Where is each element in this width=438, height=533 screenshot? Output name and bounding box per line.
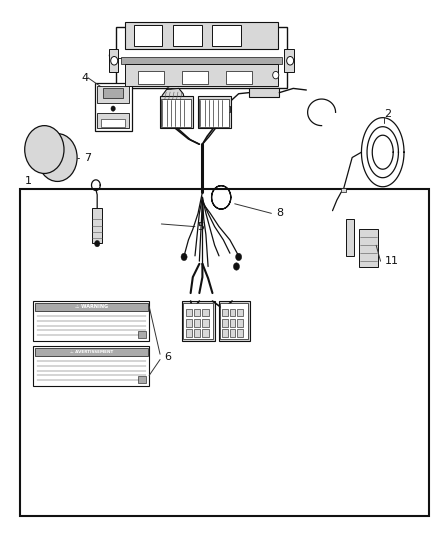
Text: 1: 1: [25, 176, 32, 187]
Text: 8: 8: [276, 208, 283, 219]
Bar: [212, 25, 241, 46]
Bar: [230, 309, 235, 317]
Bar: [199, 99, 229, 127]
Bar: [223, 329, 228, 337]
Bar: [186, 329, 192, 337]
Bar: [194, 319, 200, 327]
Bar: [20, 189, 428, 516]
Circle shape: [273, 71, 279, 79]
Text: 4: 4: [81, 73, 88, 83]
Bar: [226, 71, 252, 84]
Polygon shape: [161, 88, 186, 107]
Circle shape: [38, 134, 77, 181]
Text: ⚠ WARNING: ⚠ WARNING: [75, 304, 108, 309]
Bar: [138, 376, 146, 383]
Bar: [194, 329, 200, 337]
Bar: [220, 303, 248, 340]
Text: 10: 10: [151, 78, 165, 88]
Text: CR2032: CR2032: [34, 145, 48, 149]
Text: ⚠ AVERTISSEMENT: ⚠ AVERTISSEMENT: [70, 350, 113, 353]
Bar: [223, 309, 228, 317]
Bar: [134, 25, 162, 46]
Bar: [202, 309, 208, 317]
Polygon shape: [359, 229, 378, 266]
Bar: [186, 309, 192, 317]
Bar: [237, 309, 243, 317]
Text: 2: 2: [384, 109, 391, 119]
Bar: [230, 319, 235, 327]
Bar: [138, 71, 164, 84]
Bar: [138, 331, 146, 338]
Bar: [341, 188, 346, 192]
Bar: [97, 114, 130, 128]
Bar: [249, 88, 279, 98]
Bar: [183, 303, 213, 340]
Text: 3: 3: [271, 72, 278, 82]
Bar: [202, 329, 208, 337]
Bar: [346, 219, 354, 256]
Bar: [101, 119, 125, 127]
Bar: [109, 49, 118, 72]
Circle shape: [111, 106, 115, 111]
Bar: [223, 319, 228, 327]
Bar: [95, 83, 132, 131]
Text: 6: 6: [164, 352, 171, 362]
Bar: [194, 309, 200, 317]
Bar: [33, 346, 149, 386]
Circle shape: [111, 56, 118, 65]
Bar: [182, 71, 208, 84]
Text: 9: 9: [108, 53, 115, 63]
Bar: [160, 96, 193, 128]
Bar: [125, 22, 278, 49]
Bar: [182, 301, 215, 341]
Circle shape: [95, 240, 100, 247]
Circle shape: [233, 263, 240, 270]
Bar: [92, 208, 102, 243]
Bar: [237, 319, 243, 327]
Bar: [186, 319, 192, 327]
Bar: [35, 303, 148, 311]
Text: 7: 7: [84, 152, 91, 163]
Circle shape: [287, 56, 293, 65]
Text: 5: 5: [197, 222, 204, 232]
Bar: [125, 64, 278, 86]
Text: +: +: [57, 157, 63, 163]
Bar: [33, 301, 149, 341]
Bar: [219, 301, 250, 341]
Bar: [173, 25, 201, 46]
Bar: [117, 27, 287, 88]
Bar: [161, 99, 191, 127]
Text: 11: 11: [385, 256, 399, 266]
Circle shape: [181, 253, 187, 261]
Bar: [230, 329, 235, 337]
Bar: [198, 96, 231, 128]
Bar: [35, 348, 148, 356]
Bar: [97, 86, 130, 103]
Bar: [222, 106, 230, 112]
Circle shape: [25, 126, 64, 173]
Text: +: +: [44, 151, 49, 157]
Bar: [237, 329, 243, 337]
Circle shape: [236, 253, 242, 261]
Bar: [202, 319, 208, 327]
Bar: [121, 56, 283, 64]
Bar: [285, 49, 294, 72]
Bar: [103, 88, 123, 98]
